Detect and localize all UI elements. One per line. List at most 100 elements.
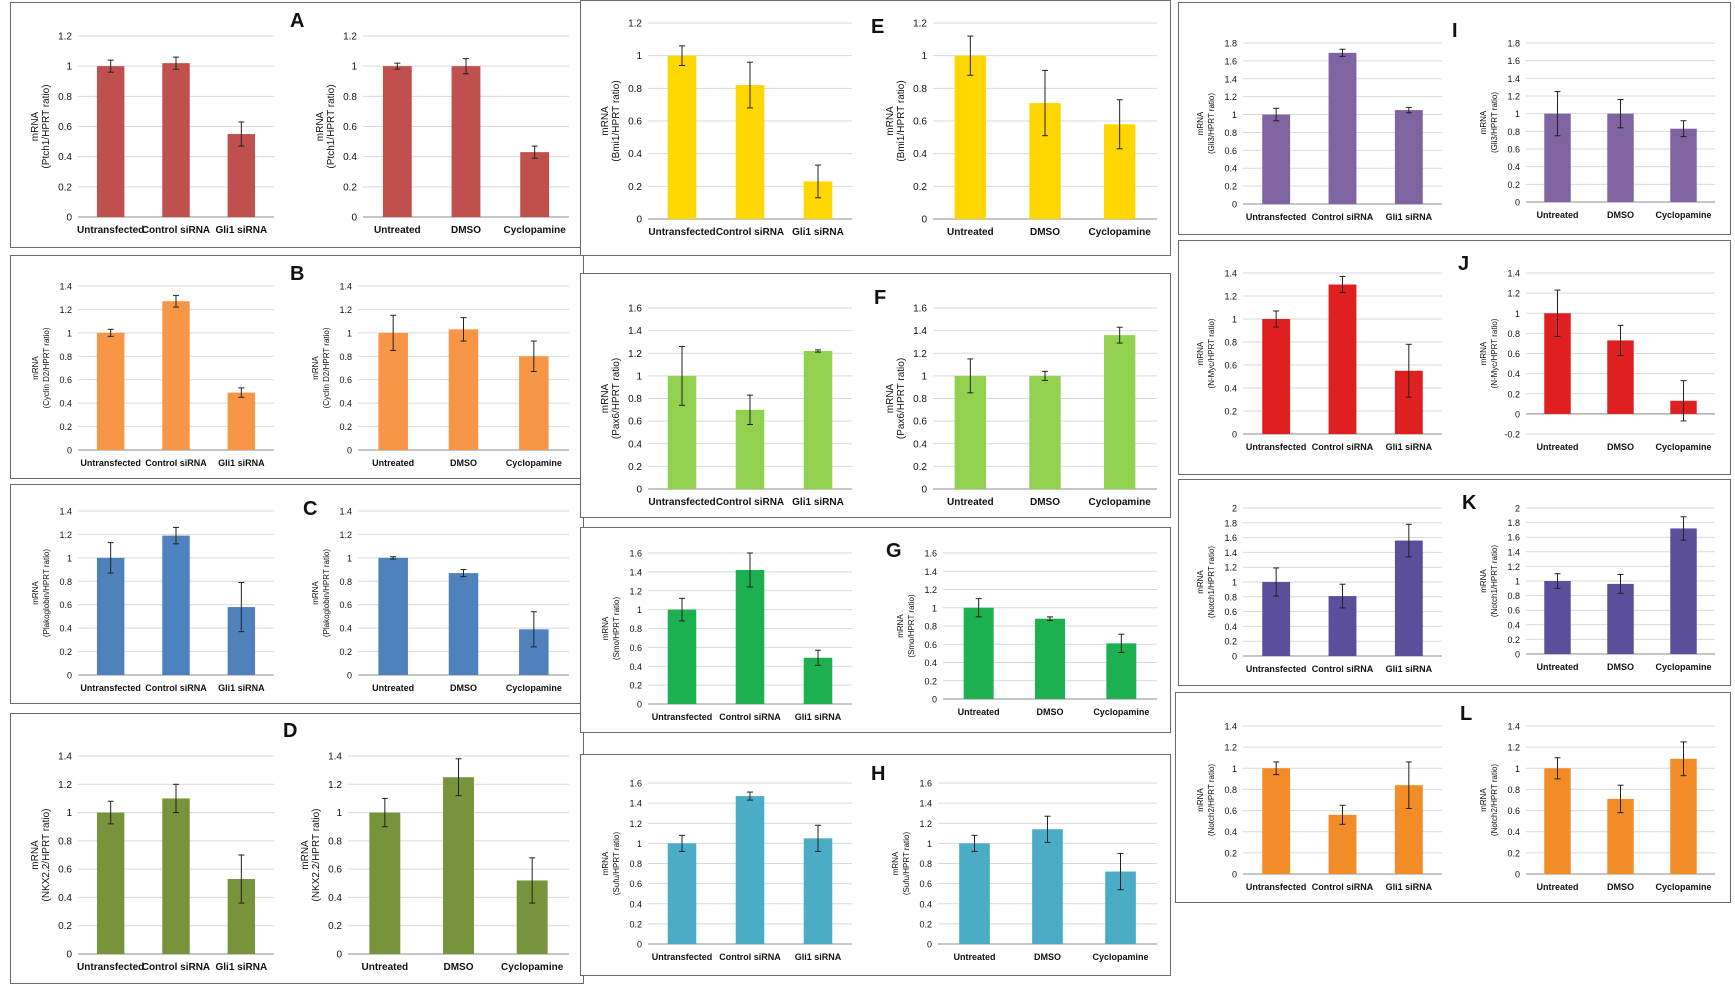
chart-B1: 0 0.2 0.4 0.6 0.8 1 1.2 1.4 mRNA (Cyclin D2/HPRT … bbox=[31, 282, 274, 468]
y-tick-label: 1.2 bbox=[1507, 743, 1520, 753]
bar bbox=[667, 55, 697, 219]
y-tick-label: 0 bbox=[336, 950, 342, 961]
y-tick-label: 1.6 bbox=[919, 779, 932, 789]
category-label: Cyclopamine bbox=[1655, 662, 1711, 672]
y-tick-label: 1.4 bbox=[328, 752, 342, 763]
y-tick-label: 1.2 bbox=[343, 32, 357, 43]
category-label: Control siRNA bbox=[142, 962, 210, 973]
y-tick-label: 1.2 bbox=[59, 305, 72, 315]
category-label: DMSO bbox=[1607, 442, 1634, 452]
y-tick-label: 1.8 bbox=[1507, 518, 1520, 528]
bar bbox=[1607, 113, 1634, 202]
y-tick-label: 0.4 bbox=[343, 152, 357, 163]
y-tick-label: 0.6 bbox=[339, 600, 352, 610]
y-tick-label: 0.4 bbox=[328, 893, 342, 904]
bar bbox=[1328, 284, 1357, 434]
y-tick-label: 0.4 bbox=[913, 439, 927, 450]
bar bbox=[954, 55, 987, 219]
category-label: DMSO bbox=[1030, 227, 1060, 238]
chart-I2: 0 0.2 0.4 0.6 0.8 1 1.2 1.4 1.6 1.8 mRNA (Gli3/HPRT… bbox=[1479, 39, 1715, 220]
category-label: Cyclopamine bbox=[506, 683, 562, 693]
y-tick-label: 1.6 bbox=[913, 304, 927, 315]
category-label: Cyclopamine bbox=[1093, 707, 1149, 717]
y-tick-label: 0 bbox=[1232, 652, 1237, 662]
y-tick-label: 1.8 bbox=[1507, 39, 1520, 49]
y-axis-label: mRNA (Notch1/HPRT ratio) bbox=[1196, 546, 1216, 619]
bar bbox=[1262, 114, 1291, 204]
y-tick-label: 0.2 bbox=[1507, 635, 1520, 645]
y-tick-label: 1 bbox=[67, 328, 72, 338]
y-tick-label: 0.6 bbox=[913, 417, 927, 428]
y-tick-label: 1.2 bbox=[328, 780, 342, 791]
category-label: Cyclopamine bbox=[1092, 952, 1148, 962]
y-tick-label: 1.6 bbox=[628, 304, 642, 315]
y-axis-label-line: mRNA bbox=[891, 851, 900, 875]
category-label: Cyclopamine bbox=[504, 225, 567, 236]
y-axis-label-line: (Plakoglobin/HPRT ratio) bbox=[42, 549, 51, 638]
y-tick-label: 0.6 bbox=[1224, 607, 1237, 617]
y-axis-label-line: mRNA bbox=[311, 581, 320, 605]
y-tick-label: 1.4 bbox=[1507, 722, 1520, 732]
category-label: Control siRNA bbox=[716, 227, 784, 238]
y-tick-label: 1 bbox=[66, 62, 72, 73]
y-axis-label: mRNA (Plakoglobin/HPRT ratio) bbox=[31, 549, 51, 638]
y-tick-label: 1.2 bbox=[1224, 92, 1237, 102]
category-label: Untransfected bbox=[648, 227, 715, 238]
y-axis-label-line: (Notch1/HPRT ratio) bbox=[1490, 545, 1499, 618]
panel-letter-G: G bbox=[886, 540, 902, 562]
category-label: Control siRNA bbox=[142, 225, 210, 236]
y-axis-label-line: mRNA bbox=[311, 356, 320, 380]
y-tick-label: 0.6 bbox=[924, 640, 937, 650]
y-tick-label: 0.6 bbox=[58, 865, 72, 876]
panel-letter-A: A bbox=[290, 10, 305, 32]
category-label: Untransfected bbox=[652, 952, 713, 962]
y-tick-label: 0 bbox=[1232, 200, 1237, 210]
bar bbox=[1394, 110, 1423, 204]
y-tick-label: 1.4 bbox=[339, 507, 352, 517]
y-tick-label: 0.2 bbox=[58, 182, 72, 193]
y-axis-label-line: mRNA bbox=[1479, 788, 1488, 812]
category-label: Control siRNA bbox=[719, 712, 781, 722]
y-axis-label: mRNA (Notch1/HPRT ratio) bbox=[1479, 545, 1499, 618]
y-tick-label: 0.2 bbox=[1507, 389, 1520, 399]
y-tick-label: 1.2 bbox=[913, 19, 927, 30]
chart-H2: 0 0.2 0.4 0.6 0.8 1 1.2 1.4 1.6 mRNA (Sufu/HPRT ra… bbox=[891, 779, 1157, 962]
bar bbox=[448, 573, 479, 675]
y-tick-label: 0 bbox=[637, 700, 642, 710]
bar bbox=[1328, 52, 1357, 204]
y-tick-label: 1.2 bbox=[629, 819, 642, 829]
y-tick-label: 0 bbox=[351, 213, 357, 224]
y-tick-label: 0.6 bbox=[913, 117, 927, 128]
y-tick-label: 1 bbox=[67, 553, 72, 563]
panel-letter-B: B bbox=[290, 263, 305, 285]
y-axis-label-line: (Notch2/HPRT ratio) bbox=[1490, 764, 1499, 837]
y-tick-label: 1 bbox=[1232, 578, 1237, 588]
y-axis-label-line: (Notch1/HPRT ratio) bbox=[1207, 546, 1216, 619]
category-label: DMSO bbox=[1030, 497, 1060, 508]
y-tick-label: 0.4 bbox=[339, 399, 352, 409]
category-label: Untransfected bbox=[1246, 664, 1307, 674]
y-tick-label: 0.6 bbox=[629, 879, 642, 889]
bar bbox=[369, 812, 401, 954]
y-tick-label: 0.8 bbox=[59, 352, 72, 362]
category-label: Control siRNA bbox=[145, 458, 207, 468]
y-tick-label: 0 bbox=[347, 671, 352, 681]
category-label: Gli1 siRNA bbox=[215, 962, 267, 973]
y-tick-label: 0 bbox=[67, 446, 72, 456]
category-label: Untreated bbox=[372, 458, 414, 468]
category-label: Gli1 siRNA bbox=[795, 712, 842, 722]
bar bbox=[162, 798, 190, 954]
y-axis-label-line: mRNA bbox=[1479, 110, 1488, 134]
y-tick-label: 1.2 bbox=[58, 780, 72, 791]
y-tick-label: 0.6 bbox=[343, 122, 357, 133]
y-tick-label: 0 bbox=[921, 485, 927, 496]
y-tick-label: 0.4 bbox=[628, 439, 642, 450]
y-axis-label-line: (Smo/HPRT ratio) bbox=[612, 597, 621, 661]
category-label: DMSO bbox=[450, 458, 477, 468]
category-label: Untransfected bbox=[1246, 442, 1307, 452]
y-tick-label: 1 bbox=[347, 553, 352, 563]
y-tick-label: 2 bbox=[1232, 504, 1237, 514]
y-axis-label: mRNA (Gli3/HPRT ratio) bbox=[1479, 92, 1499, 153]
y-tick-label: 0.6 bbox=[1224, 361, 1237, 371]
y-tick-label: 0.8 bbox=[1507, 329, 1520, 339]
